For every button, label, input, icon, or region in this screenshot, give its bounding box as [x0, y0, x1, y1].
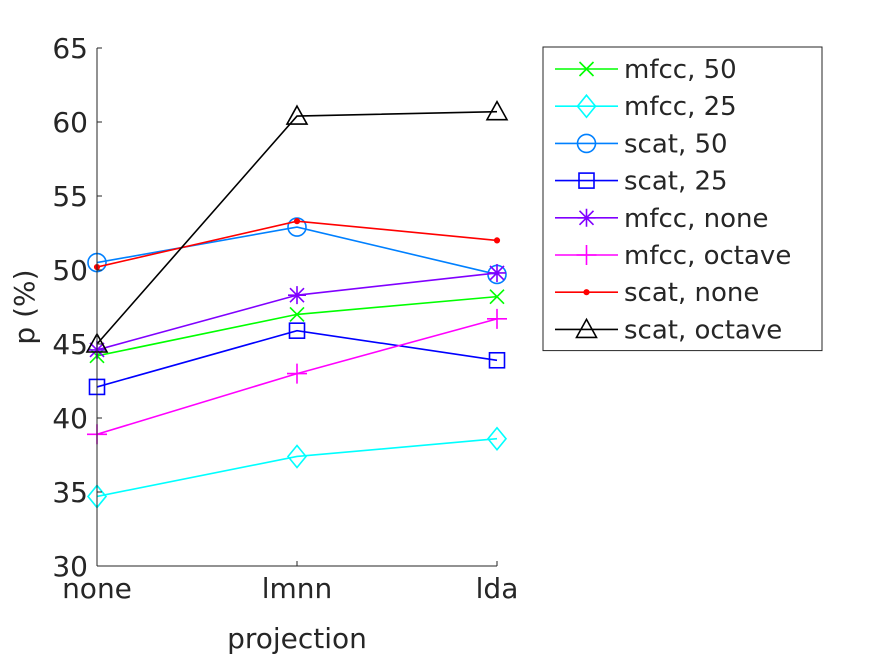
legend-item: mfcc, 25 — [555, 92, 737, 122]
data-point — [289, 306, 305, 322]
y-axis-label: p (%) — [8, 269, 41, 344]
y-tick-label: 65 — [52, 32, 88, 65]
y-tick-label: 35 — [52, 476, 88, 509]
legend-item: scat, octave — [555, 315, 782, 345]
legend-label: mfcc, none — [624, 204, 768, 234]
legend-item: mfcc, octave — [555, 241, 791, 271]
series-line — [96, 226, 498, 276]
legend-marker — [575, 317, 598, 339]
series-line — [96, 437, 498, 498]
legend-marker — [583, 289, 590, 296]
y-tick-label: 30 — [52, 550, 88, 583]
data-point — [288, 322, 306, 339]
x-tick-label: lmnn — [262, 572, 333, 605]
data-point — [285, 104, 309, 125]
data-point — [293, 218, 301, 225]
legend-marker — [576, 245, 597, 265]
legend-label: scat, 25 — [624, 167, 728, 197]
legend-item: mfcc, none — [555, 204, 768, 234]
legend-label: mfcc, 50 — [624, 55, 737, 85]
axes: 30 35 40 45 50 55 60 65 none lmnn lda — [52, 32, 518, 605]
y-tick-label: 55 — [52, 180, 88, 213]
plot-area — [97, 48, 497, 566]
series-line — [96, 110, 498, 345]
legend-marker — [578, 61, 595, 77]
y-tick-label: 50 — [52, 254, 88, 287]
legend-marker — [576, 133, 597, 154]
y-tick-label: 60 — [52, 106, 88, 139]
legend-label: scat, octave — [624, 315, 782, 345]
data-point — [489, 289, 505, 305]
x-tick-label: lda — [476, 572, 519, 605]
data-point — [486, 426, 508, 451]
legend-marker — [576, 93, 597, 119]
data-point — [487, 308, 507, 329]
legend-marker — [578, 172, 595, 189]
data-point — [286, 444, 308, 469]
legend-marker — [577, 208, 596, 227]
y-tick-label: 45 — [52, 328, 88, 361]
legend-label: mfcc, 25 — [624, 92, 737, 122]
plot-background — [97, 48, 497, 566]
legend-item: mfcc, 50 — [555, 55, 737, 85]
legend-label: mfcc, octave — [624, 241, 791, 271]
y-tick-label: 40 — [52, 402, 88, 435]
data-point — [287, 363, 307, 384]
data-point — [288, 286, 306, 305]
legend-item: scat, 50 — [555, 129, 728, 159]
data-point — [488, 263, 506, 282]
series-line — [96, 329, 498, 388]
legend-item: scat, 25 — [555, 167, 728, 197]
series-0 — [89, 289, 505, 364]
x-axis-label: projection — [227, 622, 367, 655]
legend: mfcc, 50 mfcc, 25 scat, 50 scat, 25 mfcc, no… — [542, 46, 823, 352]
data-point — [485, 99, 509, 121]
data-point — [493, 237, 501, 244]
legend-item: scat, none — [555, 278, 759, 308]
x-tick-label: none — [62, 572, 132, 605]
legend-label: scat, 50 — [624, 129, 728, 159]
legend-label: scat, none — [624, 278, 759, 308]
data-point — [488, 351, 506, 369]
legend-box — [542, 46, 823, 352]
